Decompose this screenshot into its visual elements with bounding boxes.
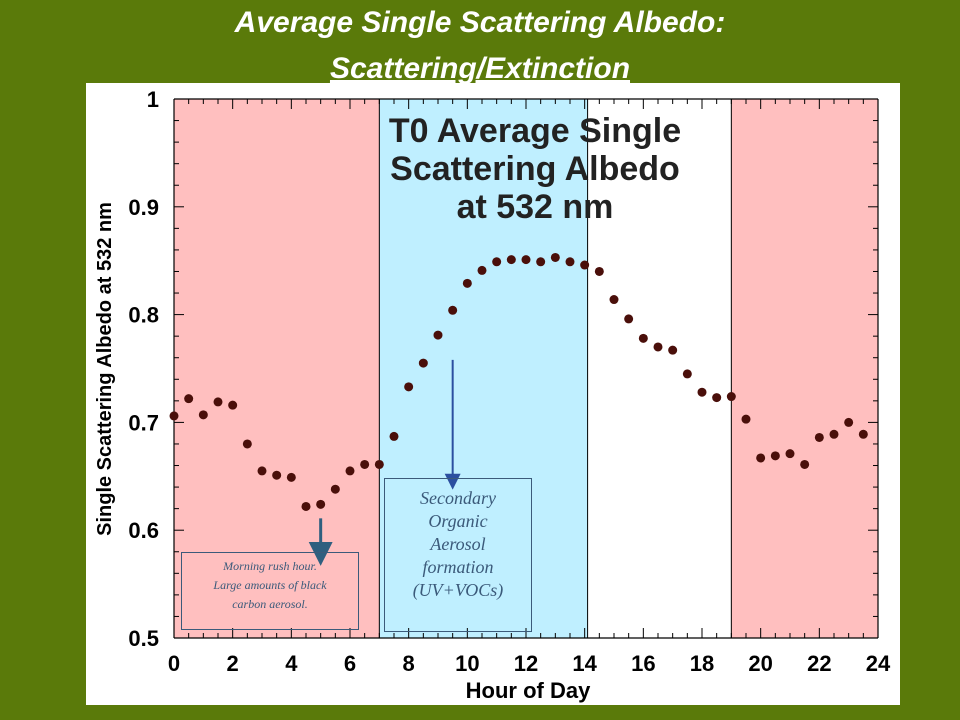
data-point: [726, 392, 736, 402]
time-bands: [174, 99, 878, 638]
y-tick-label: 0.5: [128, 626, 159, 651]
data-point: [785, 449, 795, 459]
data-point: [814, 432, 824, 442]
soa-note-line3: Aerosol: [430, 534, 486, 554]
soa-note-line5: (UV+VOCs): [412, 580, 504, 600]
x-tick-label: 14: [572, 651, 597, 676]
data-point: [829, 429, 839, 439]
morning-note-line2: Large amounts of black: [213, 578, 327, 592]
data-point: [345, 466, 355, 476]
band-0: [174, 99, 380, 638]
data-point: [609, 295, 619, 305]
y-tick-label: 0.6: [128, 518, 159, 543]
band-2: [731, 99, 878, 638]
x-tick-label: 18: [690, 651, 714, 676]
data-point: [697, 387, 707, 397]
morning-rush-note: Morning rush hour. Large amounts of blac…: [181, 552, 359, 630]
data-point: [521, 255, 531, 265]
data-point: [682, 369, 692, 379]
x-tick-label: 0: [168, 651, 180, 676]
x-tick-label: 20: [748, 651, 772, 676]
x-tick-label: 4: [285, 651, 298, 676]
band-borders: [378, 99, 732, 638]
data-point: [580, 260, 590, 270]
data-point: [242, 439, 252, 449]
data-point: [184, 394, 194, 404]
axis-labels: 0 2 4 6 8 10 12 14 16 18 20 22 240.50.60.70.80.91Hou…: [94, 87, 891, 703]
data-point: [198, 410, 208, 420]
data-point: [213, 397, 223, 407]
data-point: [374, 459, 384, 469]
data-point: [462, 278, 472, 288]
data-point: [272, 470, 282, 480]
data-point: [448, 305, 458, 315]
data-point: [668, 345, 678, 355]
y-tick-label: 0.7: [128, 410, 159, 435]
y-tick-label: 0.8: [128, 303, 159, 328]
data-point: [565, 257, 575, 267]
data-point: [506, 255, 516, 265]
data-point: [330, 484, 340, 494]
data-point: [756, 453, 766, 463]
data-point: [550, 252, 560, 262]
x-tick-label: 2: [227, 651, 239, 676]
morning-note-line3: carbon aerosol.: [232, 597, 308, 611]
data-point: [433, 330, 443, 340]
band-1: [379, 99, 588, 638]
data-point: [360, 459, 370, 469]
x-tick-label: 22: [807, 651, 831, 676]
soa-note-line2: Organic: [428, 511, 488, 531]
chart-title-line-3: at 532 nm: [457, 188, 614, 226]
data-point: [169, 411, 179, 421]
data-points: [169, 252, 868, 511]
soa-note-line4: formation: [422, 557, 494, 577]
data-point: [800, 459, 810, 469]
data-point: [301, 501, 311, 511]
morning-note-line1: Morning rush hour.: [223, 559, 317, 573]
data-point: [594, 266, 604, 276]
x-tick-label: 24: [866, 651, 891, 676]
annotation-arrows: [308, 359, 461, 566]
soa-formation-note: Secondary Organic Aerosol formation (UV+…: [384, 478, 532, 632]
chart-title-line-2: Scattering Albedo: [390, 150, 680, 188]
x-tick-label: 8: [403, 651, 415, 676]
axes: [173, 98, 879, 639]
x-tick-label: 10: [455, 651, 479, 676]
x-tick-label: 12: [514, 651, 538, 676]
y-tick-label: 0.9: [128, 195, 159, 220]
data-point: [228, 400, 238, 410]
data-point: [492, 257, 502, 267]
data-point: [624, 314, 634, 324]
data-point: [418, 358, 428, 368]
data-point: [844, 417, 854, 427]
chart-title-line-1: T0 Average Single: [389, 112, 681, 150]
y-tick-label: 1: [147, 87, 159, 112]
data-point: [858, 429, 868, 439]
data-point: [477, 265, 487, 275]
x-axis-label: Hour of Day: [466, 678, 591, 703]
x-tick-label: 16: [631, 651, 655, 676]
data-point: [638, 333, 648, 343]
soa-note-line1: Secondary: [420, 488, 496, 508]
data-point: [286, 472, 296, 482]
data-point: [741, 414, 751, 424]
slide-title-line2: Scattering/Extinction: [329, 52, 631, 85]
data-point: [536, 257, 546, 267]
data-point: [712, 393, 722, 403]
slide-title: Average Single Scattering Albedo: Scatte…: [0, 0, 960, 92]
data-point: [389, 431, 399, 441]
slide-title-line1: Average Single Scattering Albedo:: [234, 6, 726, 39]
data-point: [316, 499, 326, 509]
data-point: [770, 451, 780, 461]
data-point: [404, 382, 414, 392]
y-axis-label: Single Scattering Albedo at 532 nm: [94, 202, 116, 536]
data-point: [653, 342, 663, 352]
x-tick-label: 6: [344, 651, 356, 676]
data-point: [257, 466, 267, 476]
